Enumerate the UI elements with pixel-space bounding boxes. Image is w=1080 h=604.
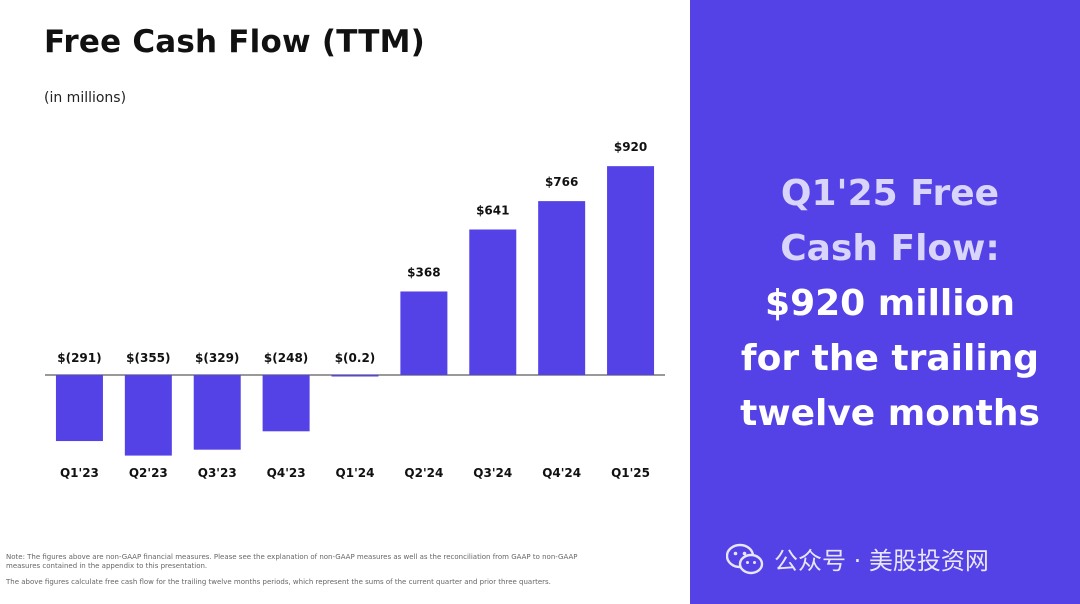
category-label-7: Q4'24	[542, 466, 581, 480]
bar-3	[262, 375, 310, 432]
bar-2	[193, 375, 241, 450]
chart-title: Free Cash Flow (TTM)	[44, 24, 426, 60]
headline: Q1'25 Free Cash Flow: $920 million for t…	[690, 166, 1080, 441]
headline-line-1: Q1'25 Free	[780, 173, 1000, 214]
category-label-2: Q3'23	[198, 466, 237, 480]
category-label-3: Q4'23	[267, 466, 306, 480]
footnotes: Note: The figures above are non-GAAP fin…	[6, 553, 606, 594]
highlight-panel: Q1'25 Free Cash Flow: $920 million for t…	[690, 0, 1080, 604]
value-label-3: $(248)	[264, 351, 308, 365]
footnote-non-gaap: Note: The figures above are non-GAAP fin…	[6, 553, 578, 570]
wechat-icon	[726, 543, 764, 574]
value-label-8: $920	[614, 140, 647, 154]
bar-1	[124, 375, 172, 456]
headline-line-3: $920 million	[765, 283, 1015, 324]
footnote-ttm: The above figures calculate free cash fl…	[6, 578, 551, 586]
watermark: 公众号 · 美股投资网	[726, 541, 989, 576]
bar-8	[607, 166, 655, 375]
bar-4	[331, 375, 379, 377]
value-label-2: $(329)	[195, 351, 239, 365]
value-label-7: $766	[545, 175, 578, 189]
bar-0	[55, 375, 103, 442]
category-label-1: Q2'23	[129, 466, 168, 480]
category-label-8: Q1'25	[611, 466, 650, 480]
category-label-6: Q3'24	[473, 466, 512, 480]
value-label-1: $(355)	[126, 351, 170, 365]
bar-7	[538, 201, 586, 375]
category-label-5: Q2'24	[404, 466, 443, 480]
bar-6	[469, 229, 517, 375]
value-label-0: $(291)	[57, 351, 101, 365]
category-label-4: Q1'24	[336, 466, 375, 480]
value-label-6: $641	[476, 203, 509, 217]
headline-line-4: for the trailing	[740, 338, 1040, 379]
headline-line-5: twelve months	[740, 393, 1040, 434]
value-label-4: $(0.2)	[335, 351, 376, 365]
bar-chart: $(291) Q1'23 $(355) Q2'23 $(329) Q3'23 $(248) Q…	[45, 140, 665, 480]
category-label-0: Q1'23	[60, 466, 99, 480]
chart-panel: Free Cash Flow (TTM) (in millions) $(291…	[6, 24, 665, 594]
value-label-5: $368	[407, 265, 440, 279]
bar-5	[400, 291, 448, 375]
watermark-text: 公众号 · 美股投资网	[774, 547, 989, 575]
headline-line-2: Cash Flow:	[780, 228, 1000, 269]
chart-subtitle: (in millions)	[44, 90, 127, 106]
